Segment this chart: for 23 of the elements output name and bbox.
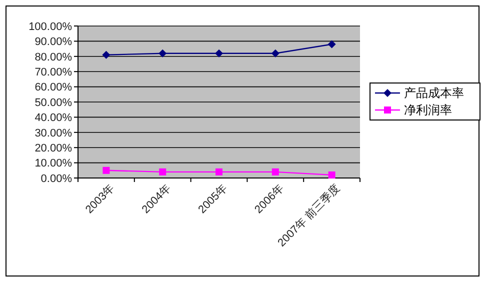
point: [271, 49, 280, 58]
y-tick-label: 0.00%: [40, 172, 72, 185]
point: [216, 168, 222, 176]
point: [272, 168, 279, 176]
y-tick-label: 80.00%: [34, 51, 72, 64]
y-tick-label: 60.00%: [34, 82, 72, 94]
point: [328, 171, 336, 178]
y-tick-label: 50.00%: [34, 96, 72, 109]
y-tick-label: 10.00%: [34, 158, 72, 170]
y-tick-label: 100.00%: [28, 20, 72, 33]
point: [102, 166, 110, 174]
legend-label: 净利润率: [404, 103, 452, 118]
point: [102, 50, 110, 59]
y-tick-label: 30.00%: [34, 127, 72, 140]
y-tick-label: 20.00%: [34, 142, 72, 154]
legend-label: 产品成本率: [404, 86, 464, 100]
point: [159, 168, 166, 176]
y-tick-label: 40.00%: [34, 112, 72, 124]
y-tick-label: 70.00%: [34, 66, 72, 78]
point: [158, 49, 167, 58]
point: [328, 40, 336, 48]
point: [215, 49, 223, 58]
y-tick-label: 90.00%: [34, 36, 72, 48]
